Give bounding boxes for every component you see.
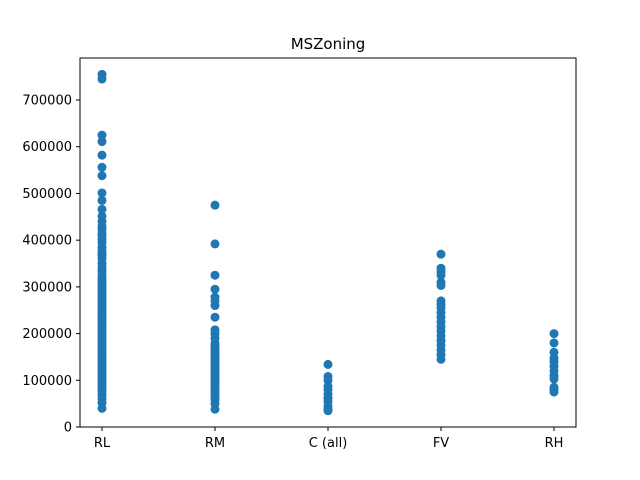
scatter-point (97, 74, 107, 84)
y-tick-label: 700000 (22, 94, 72, 109)
y-tick-label: 400000 (22, 234, 72, 249)
scatter-point (549, 374, 559, 384)
chart-title: MSZoning (291, 35, 366, 53)
scatter-point (436, 270, 446, 280)
plot-frame (79, 57, 577, 428)
scatter-point (97, 130, 107, 140)
y-tick-label: 500000 (22, 187, 72, 202)
x-axis: RL RM C (all) FV RH (94, 427, 564, 451)
x-tick-label: RM (205, 436, 225, 451)
scatter-point (97, 162, 107, 172)
y-axis: 0 100000 200000 300000 400000 500000 600000 700… (22, 94, 80, 436)
scatter-point (549, 387, 559, 397)
y-tick-label: 200000 (22, 327, 72, 342)
x-tick-label: RL (94, 436, 111, 451)
scatter-point (436, 280, 446, 290)
scatter-point (323, 359, 333, 369)
scatter-point (210, 284, 220, 294)
y-tick-label: 600000 (22, 140, 72, 155)
scatter-point (436, 249, 446, 259)
data-points (97, 69, 559, 416)
scatter-point (436, 354, 446, 364)
scatter-point (97, 137, 107, 147)
y-tick-label: 0 (64, 421, 72, 436)
scatter-point (97, 171, 107, 181)
x-tick-label: C (all) (309, 436, 348, 451)
scatter-point (210, 200, 220, 210)
x-tick-label: FV (433, 436, 449, 451)
scatter-point (97, 195, 107, 205)
scatter-point (97, 204, 107, 214)
scatter-point (97, 188, 107, 198)
scatter-point (323, 406, 333, 416)
scatter-point (549, 329, 559, 339)
scatter-point (210, 301, 220, 311)
scatter-point (97, 150, 107, 160)
scatter-point (549, 338, 559, 348)
y-tick-label: 100000 (22, 374, 72, 389)
scatter-point (210, 312, 220, 322)
scatter-point (210, 239, 220, 249)
scatter-point (210, 404, 220, 414)
scatter-point (97, 403, 107, 413)
x-tick-label: RH (545, 436, 564, 451)
scatter-point (210, 270, 220, 280)
y-tick-label: 300000 (22, 280, 72, 295)
